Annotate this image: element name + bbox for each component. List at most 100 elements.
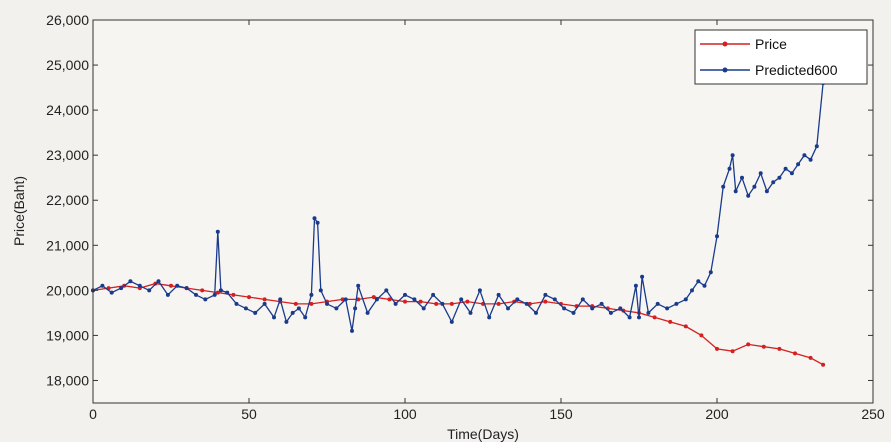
data-point-predicted [393,301,398,306]
data-point-predicted [284,319,289,324]
data-point-predicted [783,166,788,171]
data-point-predicted [571,310,576,315]
data-point-predicted [580,297,585,302]
data-point-predicted [315,220,320,225]
data-point-predicted [646,310,651,315]
data-point-predicted [225,290,230,295]
y-tick-label: 26,000 [46,12,89,28]
x-tick-label: 0 [89,406,97,422]
data-point-price [821,362,826,367]
data-point-predicted [599,301,604,306]
data-point-price [200,288,205,293]
data-point-predicted [808,157,813,162]
data-point-predicted [665,306,670,311]
data-point-predicted [730,153,735,158]
data-point-predicted [690,288,694,293]
data-point-price [543,299,548,304]
data-point-predicted [608,310,613,315]
data-point-predicted [119,286,124,291]
data-point-predicted [702,283,707,288]
data-point-predicted [356,283,361,288]
data-point-predicted [325,301,329,306]
data-point-price [683,324,688,329]
data-point-predicted [184,286,189,291]
data-point-price [761,344,766,349]
data-point-predicted [640,274,645,279]
data-point-price [496,301,501,306]
data-point-predicted [618,306,623,311]
data-point-predicted [627,315,632,320]
data-point-price [730,349,735,354]
data-point-predicted [165,292,170,297]
legend-label-price: Price [755,36,787,52]
data-point-predicted [524,301,529,306]
data-point-price [668,319,673,324]
data-point-predicted [262,301,267,306]
data-point-predicted [655,301,660,306]
data-point-price [262,297,267,302]
data-point-predicted [708,270,713,275]
legend-marker-price [722,41,728,47]
data-point-predicted [156,279,161,284]
data-point-predicted [590,306,595,311]
data-point-price [777,346,782,351]
data-point-predicted [496,292,501,297]
x-axis-title: Time(Days) [447,426,519,442]
data-point-predicted [109,290,114,295]
data-point-predicted [374,297,379,302]
data-point-predicted [137,283,142,288]
data-point-predicted [421,306,426,311]
data-point-price [169,283,173,288]
data-point-predicted [506,306,510,311]
data-point-predicted [468,310,473,315]
data-point-price [309,301,314,306]
y-tick-label: 25,000 [46,57,89,73]
data-point-price [387,297,392,302]
data-point-predicted [740,175,744,180]
y-tick-label: 20,000 [46,282,89,298]
axis-ticks: 0 50 100 150 200 250 18,000 19,000 20,000 21,000 2… [46,12,885,422]
data-point-price [418,299,423,304]
data-point-predicted [234,301,239,306]
data-point-price [340,297,345,302]
data-point-predicted [365,310,370,315]
data-point-predicted [309,292,314,297]
y-axis-title: Price(Baht) [11,176,27,246]
data-point-price [215,290,220,295]
chart-marks [91,81,826,367]
data-point-predicted [683,297,688,302]
data-point-predicted [674,301,679,306]
legend: Price Predicted600 [694,29,868,85]
data-point-price [293,301,298,306]
data-point-predicted [203,297,208,302]
data-point-predicted [752,184,757,189]
data-point-predicted [412,297,417,302]
data-point-predicted [771,180,776,185]
data-point-predicted [764,189,769,194]
data-point-predicted [218,288,223,293]
data-point-price [793,351,797,356]
y-tick-label: 22,000 [46,192,89,208]
data-point-predicted [789,171,794,176]
data-point-predicted [296,306,301,311]
data-point-predicted [696,279,701,284]
data-point-predicted [253,310,258,315]
data-point-price [746,342,751,347]
data-point-predicted [350,328,354,333]
legend-box [694,29,868,85]
data-point-price [403,299,407,304]
data-point-price [699,333,704,338]
data-point-predicted [343,297,348,302]
data-point-predicted [727,166,732,171]
series-predicted [91,81,826,333]
data-point-predicted [212,292,217,297]
plot-frame [92,19,874,404]
data-point-predicted [758,171,763,176]
data-point-predicted [633,283,638,288]
data-point-predicted [290,310,295,315]
data-point-predicted [384,288,389,293]
x-tick-label: 150 [549,406,573,422]
data-point-price [356,297,361,302]
data-point-price [449,301,454,306]
data-point-predicted [562,306,567,311]
